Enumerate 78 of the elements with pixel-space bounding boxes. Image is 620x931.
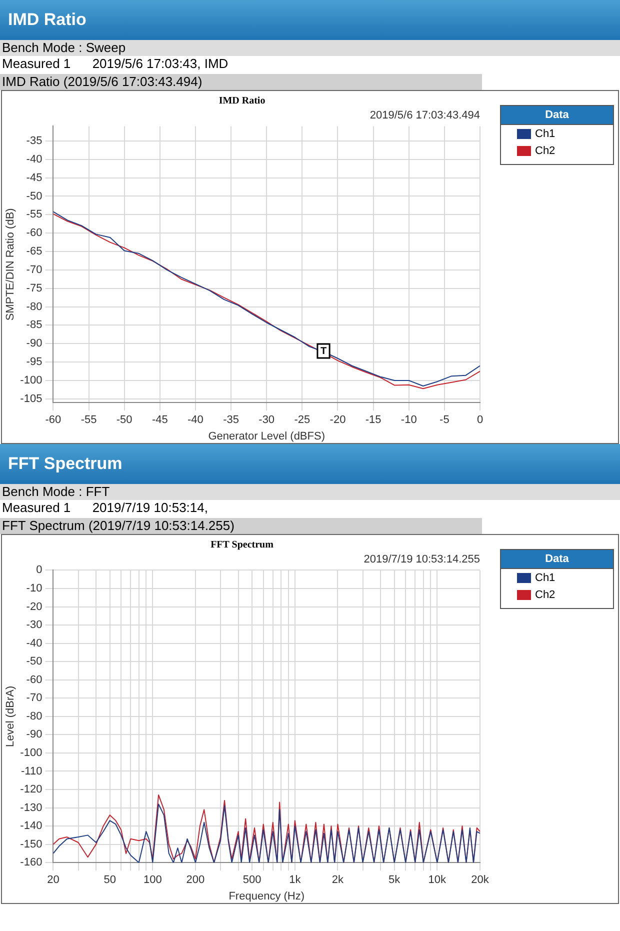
x-tick-label: -50 <box>116 414 132 426</box>
x-tick-label: -5 <box>440 414 450 426</box>
y-tick-label: -55 <box>26 208 42 221</box>
y-tick-label: -10 <box>26 582 42 595</box>
legend-label: Ch1 <box>535 572 556 584</box>
x-axis-title: Frequency (Hz) <box>228 890 305 902</box>
x-tick-label: -40 <box>188 414 204 426</box>
x-tick-label: -30 <box>258 414 275 426</box>
y-tick-label: -80 <box>26 300 42 313</box>
x-tick-label: 100 <box>143 874 162 886</box>
text: FFT Spectrum <box>0 444 620 484</box>
chart-title: IMD Ratio <box>218 96 266 107</box>
x-tick-label: -20 <box>330 414 346 426</box>
y-tick-label: -100 <box>20 374 42 387</box>
y-axis-title: SMPTE/DIN Ratio (dB) <box>4 208 17 321</box>
x-tick-label: 2k <box>332 874 344 886</box>
y-tick-label: -90 <box>26 728 42 741</box>
legend-label: Ch1 <box>535 128 556 140</box>
text: Measured 1 2019/7/19 10:53:14, <box>1 500 209 516</box>
y-tick-label: -70 <box>26 264 42 276</box>
chart-subtitle: 2019/5/6 17:03:43.494 <box>370 110 480 122</box>
x-tick-label: -45 <box>152 414 168 426</box>
y-tick-label: -130 <box>20 802 42 814</box>
x-tick-label: 500 <box>242 874 262 886</box>
x-tick-label: 20 <box>47 874 60 886</box>
y-tick-label: -50 <box>26 190 42 202</box>
y-tick-label: -35 <box>26 134 42 147</box>
x-tick-label: 50 <box>104 874 116 886</box>
y-tick-label: -50 <box>26 656 42 668</box>
y-tick-label: -75 <box>26 282 42 294</box>
text: FFT Spectrum (2019/7/19 10:53:14.255) <box>0 518 482 534</box>
x-tick-label: 200 <box>186 874 205 886</box>
y-tick-label: -60 <box>26 674 42 686</box>
chart-subtitle: 2019/7/19 10:53:14.255 <box>364 554 480 566</box>
y-tick-label: -105 <box>20 392 42 405</box>
y-tick-label: -40 <box>26 637 42 650</box>
y-tick-label: -150 <box>20 838 42 850</box>
x-tick-label: 1k <box>289 874 302 886</box>
text: Bench Mode : FFT <box>0 484 620 500</box>
text: Bench Mode : Sweep <box>0 40 620 56</box>
x-tick-label: -25 <box>294 414 310 426</box>
x-tick-label: -35 <box>223 414 239 426</box>
text: IMD Ratio <box>0 0 620 40</box>
y-tick-label: -40 <box>26 153 42 166</box>
y-tick-label: -20 <box>26 600 42 613</box>
y-tick-label: -60 <box>26 227 42 240</box>
legend-label: Ch2 <box>535 588 556 600</box>
y-tick-label: 0 <box>36 564 42 576</box>
y-tick-label: -120 <box>20 784 42 796</box>
legend-label: Ch2 <box>535 144 556 156</box>
y-tick-label: -160 <box>20 856 42 869</box>
y-tick-label: -110 <box>21 765 42 778</box>
x-tick-label: 5k <box>388 874 401 886</box>
x-axis-title: Generator Level (dBFS) <box>208 430 325 442</box>
text: Measured 1 2019/5/6 17:03:43, IMD <box>1 56 230 72</box>
legend-title: Data <box>501 550 613 569</box>
y-tick-label: -70 <box>26 692 42 704</box>
x-tick-label: 20k <box>471 874 490 886</box>
chart-title: FFT Spectrum <box>210 540 274 551</box>
y-tick-label: -65 <box>26 246 42 258</box>
y-tick-label: -140 <box>20 820 42 832</box>
y-tick-label: -45 <box>26 172 42 184</box>
y-tick-label: -85 <box>26 319 42 332</box>
x-tick-label: -60 <box>45 414 62 426</box>
x-tick-label: -15 <box>365 414 382 426</box>
y-tick-label: -80 <box>26 710 42 722</box>
text: IMD Ratio (2019/5/6 17:03:43.494) <box>0 74 482 90</box>
y-tick-label: -95 <box>26 356 42 368</box>
legend-title: Data <box>501 106 613 125</box>
annotation: T <box>320 346 327 357</box>
y-tick-label: -100 <box>20 746 42 759</box>
y-axis-title: Level (dBrA) <box>4 686 17 747</box>
y-tick-label: -30 <box>26 619 42 632</box>
x-tick-label: -55 <box>80 414 97 426</box>
y-tick-label: -90 <box>26 338 42 350</box>
x-tick-label: 0 <box>476 414 484 426</box>
x-tick-label: 10k <box>428 874 447 886</box>
x-tick-label: -10 <box>400 414 417 426</box>
